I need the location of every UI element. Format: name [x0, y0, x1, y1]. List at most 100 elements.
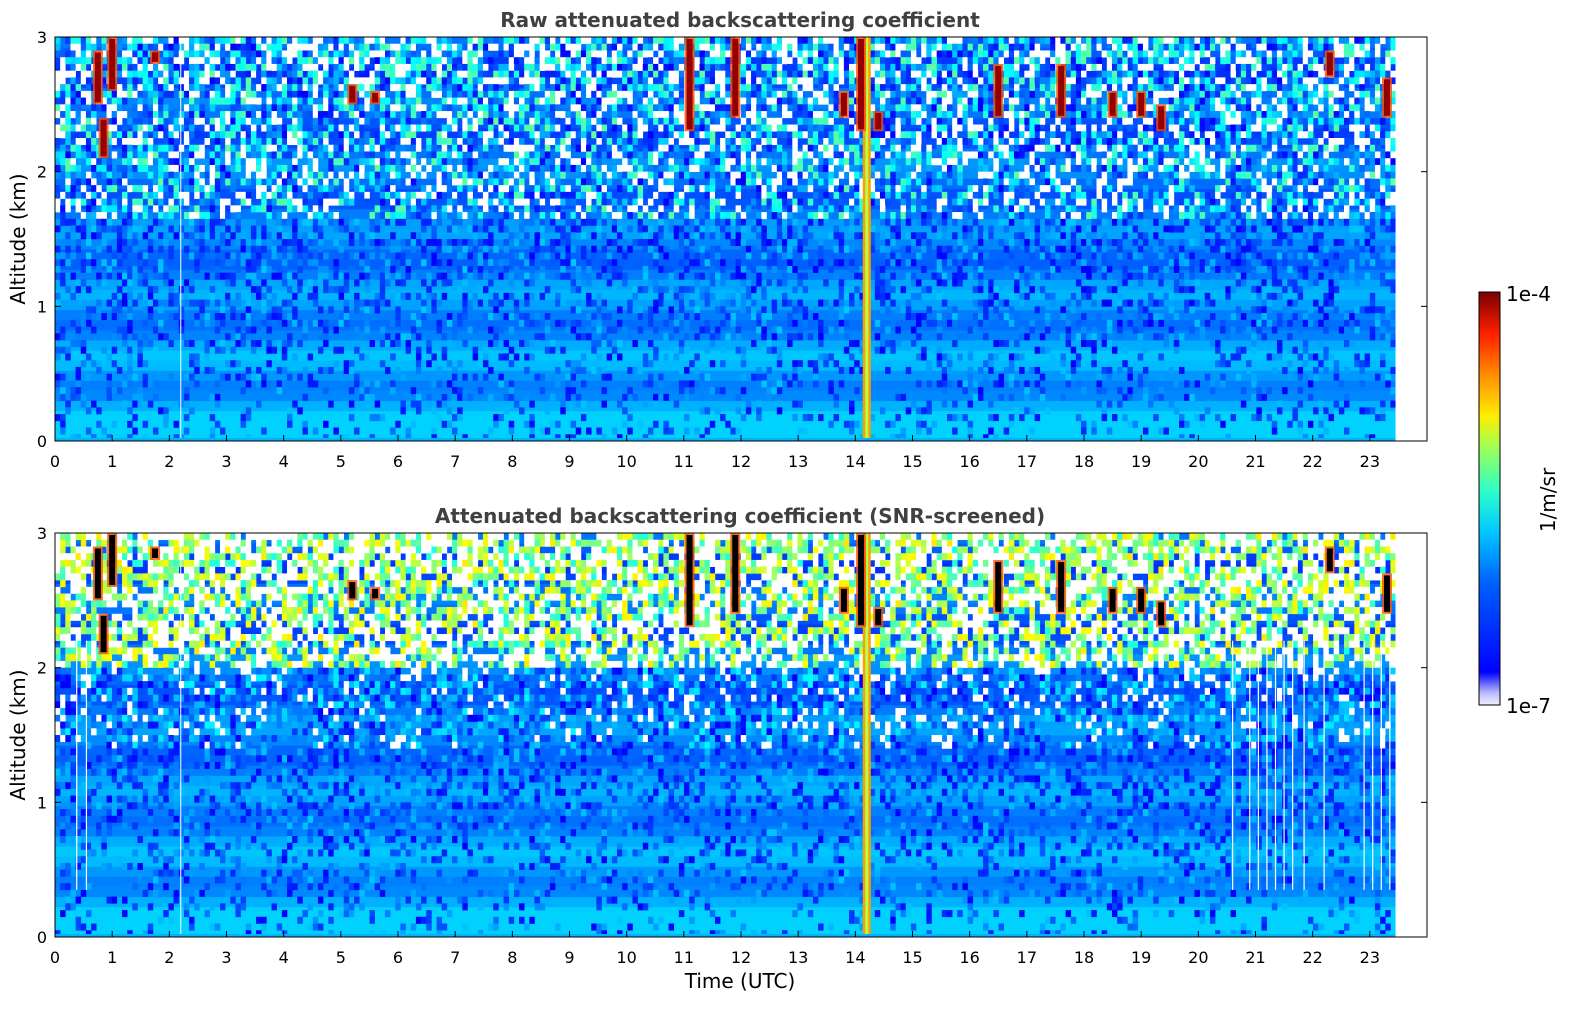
- noise-cell: [998, 171, 1005, 179]
- noise-cell: [199, 151, 205, 159]
- noise-cell: [199, 124, 205, 132]
- noise-cell: [482, 70, 489, 78]
- noise-cell: [642, 104, 649, 112]
- noise-cell: [998, 151, 1005, 159]
- noise-cell: [462, 178, 468, 186]
- noise-cell: [647, 151, 654, 159]
- noise-cell: [1225, 158, 1231, 166]
- noise-cell: [905, 171, 912, 179]
- noise-cell: [390, 84, 396, 92]
- noise-cell: [1050, 90, 1056, 98]
- noise-cell: [1246, 164, 1252, 172]
- noise-cell: [745, 57, 752, 65]
- noise-cell: [183, 117, 190, 125]
- noise-cell: [617, 131, 623, 139]
- noise-cell: [271, 171, 278, 179]
- noise-cell: [1323, 171, 1329, 179]
- noise-cell: [606, 144, 613, 152]
- noise-cell: [663, 144, 669, 152]
- noise-cell: [421, 205, 427, 213]
- raw-backscatter-panel: Raw attenuated backscattering coefficien…: [6, 8, 1428, 471]
- noise-cell: [472, 63, 479, 71]
- noise-cell: [338, 138, 345, 146]
- noise-cell: [152, 104, 159, 112]
- noise-cell: [1287, 84, 1293, 92]
- noise-cell: [529, 124, 535, 132]
- noise-cell: [96, 104, 102, 112]
- noise-cell: [642, 138, 649, 146]
- noise-cell: [833, 158, 840, 166]
- noise-cell: [168, 111, 174, 119]
- noise-cell: [601, 124, 607, 132]
- noise-cell: [1060, 198, 1066, 206]
- noise-cell: [658, 111, 664, 119]
- noise-cell: [152, 90, 159, 98]
- noise-cell: [962, 97, 968, 105]
- noise-cell: [446, 37, 453, 45]
- noise-cell: [1137, 164, 1144, 172]
- noise-cell: [271, 185, 278, 193]
- noise-cell: [1349, 111, 1355, 119]
- noise-cell: [1101, 50, 1108, 58]
- noise-cell: [75, 205, 82, 213]
- noise-cell: [910, 171, 917, 179]
- noise-cell: [921, 37, 927, 45]
- noise-cell: [60, 97, 66, 105]
- noise-cell: [1142, 124, 1149, 132]
- noise-cell: [653, 111, 659, 119]
- noise-cell: [596, 185, 602, 193]
- noise-cell: [998, 43, 1005, 51]
- noise-cell: [972, 205, 979, 213]
- noise-cell: [127, 84, 133, 92]
- noise-cell: [250, 57, 257, 65]
- noise-cell: [1003, 63, 1010, 71]
- noise-cell: [601, 43, 607, 51]
- noise-cell: [1044, 90, 1051, 98]
- noise-cell: [916, 151, 922, 159]
- noise-cell: [1081, 124, 1087, 132]
- noise-cell: [647, 104, 654, 112]
- noise-cell: [689, 131, 695, 139]
- noise-cell: [776, 97, 783, 105]
- noise-cell: [1075, 90, 1082, 98]
- noise-cell: [390, 171, 396, 179]
- noise-cell: [338, 90, 345, 98]
- noise-cell: [658, 70, 664, 78]
- noise-cell: [658, 151, 664, 159]
- noise-cell: [756, 131, 762, 139]
- noise-cell: [379, 158, 386, 166]
- noise-cell: [1179, 117, 1185, 125]
- noise-cell: [400, 158, 406, 166]
- noise-cell: [1282, 97, 1288, 105]
- noise-cell: [828, 104, 834, 112]
- noise-cell: [1003, 124, 1010, 132]
- noise-cell: [1106, 63, 1113, 71]
- noise-cell: [245, 84, 252, 92]
- noise-cell: [1380, 70, 1386, 78]
- noise-cell: [838, 151, 845, 159]
- noise-cell: [714, 205, 721, 213]
- noise-cell: [549, 111, 556, 119]
- noise-cell: [1380, 178, 1386, 186]
- noise-cell: [147, 43, 154, 51]
- noise-cell: [544, 90, 551, 98]
- noise-cell: [158, 185, 164, 193]
- noise-cell: [302, 164, 308, 172]
- noise-cell: [410, 158, 417, 166]
- noise-cell: [1282, 90, 1288, 98]
- noise-cell: [214, 144, 221, 152]
- noise-cell: [952, 198, 958, 206]
- noise-cell: [91, 37, 97, 45]
- noise-cell: [1209, 97, 1216, 105]
- noise-cell: [1246, 57, 1252, 65]
- noise-cell: [900, 131, 907, 139]
- noise-cell: [302, 37, 308, 45]
- noise-cell: [256, 70, 262, 78]
- noise-cell: [1024, 111, 1030, 119]
- noise-cell: [178, 164, 185, 172]
- noise-cell: [214, 50, 221, 58]
- noise-cell: [1215, 104, 1221, 112]
- noise-cell: [983, 185, 989, 193]
- noise-cell: [555, 63, 561, 71]
- noise-cell: [916, 178, 922, 186]
